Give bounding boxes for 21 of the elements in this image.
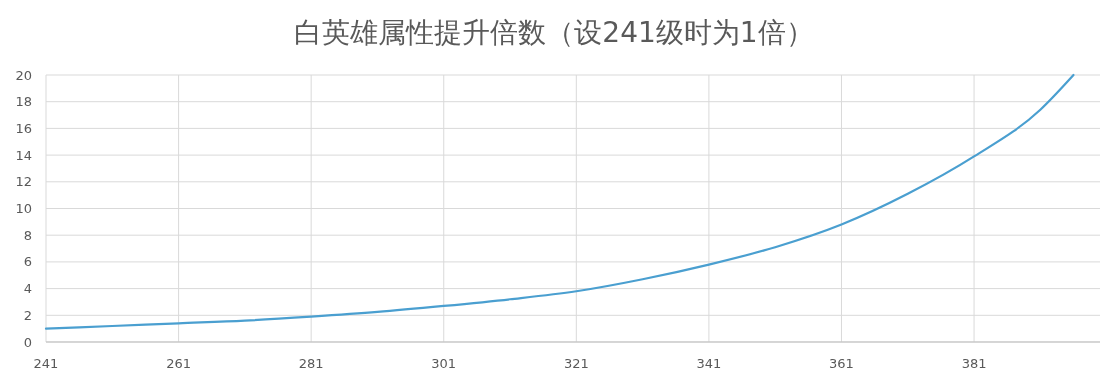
x-tick-label: 381 xyxy=(961,356,987,371)
y-tick-label: 2 xyxy=(23,307,32,323)
y-tick-label: 10 xyxy=(15,201,32,217)
y-tick-label: 18 xyxy=(15,94,32,110)
line-series xyxy=(44,73,1075,330)
x-tick-label: 301 xyxy=(431,356,457,371)
x-tick-label: 321 xyxy=(563,356,589,371)
y-tick-label: 16 xyxy=(15,120,32,136)
y-tick-label: 8 xyxy=(23,227,32,243)
y-tick-label: 12 xyxy=(15,174,32,190)
y-tick-label: 20 xyxy=(15,67,32,83)
y-tick-label: 4 xyxy=(23,281,32,297)
x-tick-label: 261 xyxy=(166,356,191,371)
chart-title: 白英雄属性提升倍数（设241级时为1倍） xyxy=(294,16,814,49)
y-tick-label: 14 xyxy=(15,147,32,163)
x-tick-label: 241 xyxy=(33,356,59,371)
x-tick-label: 361 xyxy=(829,356,854,371)
x-tick-label: 281 xyxy=(298,356,324,371)
x-tick-label: 341 xyxy=(696,356,722,371)
y-tick-label: 6 xyxy=(23,254,32,270)
y-tick-label: 0 xyxy=(23,334,32,350)
